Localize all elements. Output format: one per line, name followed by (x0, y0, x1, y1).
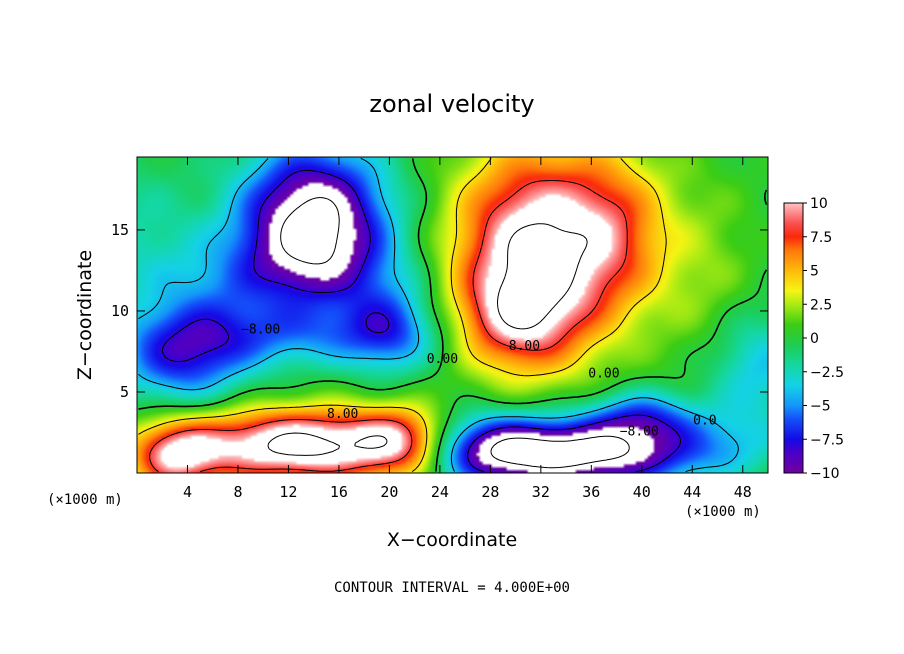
x-unit-right: (×1000 m) (685, 504, 761, 520)
colorbar-tick-label: −10 (810, 466, 840, 482)
colorbar-tick-label: 10 (810, 196, 828, 212)
x-tick-label: 40 (633, 483, 651, 501)
colorbar-tick-label: −2.5 (810, 365, 844, 381)
y-tick-label: 5 (120, 383, 129, 401)
y-axis-ticks: 5 10 15 (111, 221, 768, 401)
contour-label: 8.00 (509, 339, 540, 354)
x-tick-label: 20 (380, 483, 398, 501)
x-tick-label: 32 (532, 483, 550, 501)
colorbar-tick-label: 2.5 (810, 297, 832, 313)
colorbar-tick-label: −5 (810, 399, 831, 415)
x-tick-label: 44 (683, 483, 701, 501)
contour-line (161, 169, 681, 473)
contour-label: −8.00 (620, 425, 659, 440)
contour-line (149, 180, 628, 473)
x-tick-label: 24 (431, 483, 449, 501)
x-tick-label: 28 (481, 483, 499, 501)
heatmap-field (137, 157, 768, 473)
x-tick-label: 16 (330, 483, 348, 501)
contour-line (138, 158, 739, 473)
contour-line (267, 223, 588, 456)
contour-labels: −8.00 0.00 8.00 0.00 8.00 −8.00 0.0 (241, 323, 717, 440)
contour-label: 0.00 (427, 352, 458, 367)
contour-line (280, 197, 630, 469)
contour-interval-note: CONTOUR INTERVAL = 4.000E+00 (334, 580, 570, 596)
x-axis-label: X−coordinate (387, 529, 517, 551)
contour-label: 0.00 (588, 366, 619, 381)
x-tick-label: 4 (183, 483, 192, 501)
plot-frame (136, 156, 769, 474)
x-tick-label: 36 (582, 483, 600, 501)
x-unit-left: (×1000 m) (47, 492, 123, 508)
x-tick-label: 48 (734, 483, 752, 501)
contour-label: −8.00 (241, 323, 280, 338)
contour-lines (138, 158, 768, 473)
y-tick-label: 15 (111, 221, 129, 239)
colorbar-tick-label: 5 (810, 264, 819, 280)
y-tick-label: 10 (111, 302, 129, 320)
chart-title: zonal velocity (369, 90, 534, 118)
x-axis-ticks: 4 8 12 16 20 24 28 32 36 40 44 48 (183, 157, 752, 501)
colorbar-tick-label: 7.5 (810, 230, 832, 246)
colorbar: 10 7.5 5 2.5 0 −2.5 −5 −7.5 −10 (783, 196, 844, 482)
colorbar-tick-label: 0 (810, 331, 819, 347)
colorbar-ticks: 10 7.5 5 2.5 0 −2.5 −5 −7.5 −10 (803, 196, 844, 482)
contour-line (138, 158, 667, 473)
x-tick-label: 8 (233, 483, 242, 501)
plot-area: −8.000.008.000.008.00−8.000.0 4 8 12 16 20 24… (111, 156, 769, 501)
colorbar-bar (783, 202, 804, 474)
x-tick-label: 12 (279, 483, 297, 501)
contour-line (138, 158, 768, 472)
contour-label: 0.0 (693, 413, 716, 428)
colorbar-tick-label: −7.5 (810, 432, 844, 448)
y-axis-label: Z−coordinate (74, 250, 96, 380)
contour-label: 8.00 (327, 407, 358, 422)
